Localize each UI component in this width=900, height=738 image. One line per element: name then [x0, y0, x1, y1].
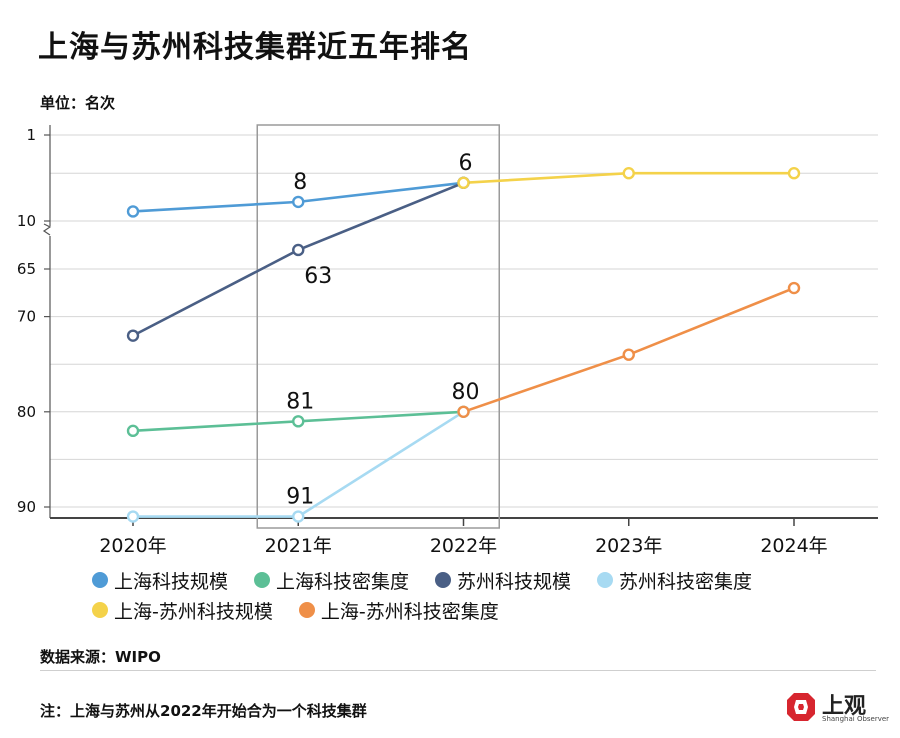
data-point: [292, 195, 305, 209]
footer-divider: [40, 670, 876, 671]
legend-item: 上海-苏州科技密集度: [298, 597, 499, 624]
legend-swatch-icon: [92, 572, 108, 588]
data-label: 8: [293, 170, 307, 195]
data-source-note: 数据来源：WIPO: [40, 648, 161, 666]
logo-text: 上观: [822, 694, 867, 719]
data-point: [457, 405, 470, 418]
logo-subtext: Shanghai Observer: [822, 715, 890, 723]
axis-break-icon: [42, 223, 52, 236]
legend-item: 上海科技密集度: [254, 567, 409, 594]
data-point: [126, 205, 140, 218]
data-point: [126, 510, 140, 523]
data-point: [457, 176, 470, 189]
y-tick-label: 1: [26, 126, 36, 144]
data-point: [292, 510, 305, 523]
data-label: 80: [452, 380, 480, 405]
chart-title: 上海与苏州科技集群近五年排名: [38, 30, 472, 65]
x-tick-label: 2022年: [430, 535, 497, 557]
publisher-logo: 上观 Shanghai Observer: [786, 688, 889, 728]
legend-label: 苏州科技密集度: [619, 570, 753, 593]
y-tick-label: 80: [17, 403, 36, 421]
data-label: 63: [304, 264, 332, 289]
y-tick-label: 65: [17, 260, 36, 278]
legend-row: 上海科技规模 上海科技密集度 苏州科技规模 苏州科技密集度: [92, 565, 882, 595]
legend-swatch-icon: [254, 572, 271, 588]
legend-swatch-icon: [92, 602, 108, 618]
x-tick-label: 2021年: [265, 535, 332, 557]
legend-item: 苏州科技密集度: [597, 567, 752, 594]
data-label: 81: [286, 389, 314, 414]
legend-label: 苏州科技规模: [457, 570, 572, 593]
legend-swatch-icon: [597, 572, 614, 588]
legend-item: 苏州科技规模: [435, 567, 571, 594]
legend-label: 上海-苏州科技密集度: [320, 600, 499, 623]
line-chart: 1 10 65 70 80 90 2020年 2021年 2022年 2023年 2024年 8 6 63…: [17, 124, 878, 557]
legend-label: 上海科技密集度: [276, 570, 410, 593]
y-tick-label: 70: [17, 308, 36, 326]
data-label: 6: [459, 151, 473, 176]
x-tick-label: 2024年: [760, 535, 827, 557]
logo-mark-icon: [787, 693, 815, 721]
legend-label: 上海科技规模: [114, 570, 229, 593]
data-label: 91: [286, 485, 314, 510]
legend-item: 上海科技规模: [92, 567, 228, 594]
legend-item: 上海-苏州科技规模: [92, 597, 273, 624]
data-point: [622, 348, 635, 361]
legend-swatch-icon: [298, 602, 315, 618]
data-point: [126, 424, 140, 438]
data-point: [292, 243, 305, 257]
chart-legend: 上海科技规模 上海科技密集度 苏州科技规模 苏州科技密集度 上海-苏州科技规模 上海-苏…: [92, 565, 882, 625]
y-tick-label: 10: [17, 212, 36, 230]
highlight-box: [256, 124, 500, 529]
data-point: [787, 167, 801, 180]
x-tick-label: 2023年: [595, 535, 662, 557]
data-point: [292, 415, 305, 428]
y-tick-label: 90: [17, 498, 36, 516]
legend-swatch-icon: [435, 572, 452, 588]
data-point: [126, 329, 140, 342]
legend-label: 上海-苏州科技规模: [114, 600, 273, 623]
legend-row: 上海-苏州科技规模 上海-苏州科技密集度: [92, 595, 882, 625]
data-point: [787, 281, 801, 295]
footnote: 注：上海与苏州从2022年开始合为一个科技集群: [40, 702, 367, 720]
y-axis-unit-label: 单位：名次: [40, 94, 116, 112]
x-tick-label: 2020年: [99, 535, 166, 557]
data-point: [622, 167, 635, 180]
